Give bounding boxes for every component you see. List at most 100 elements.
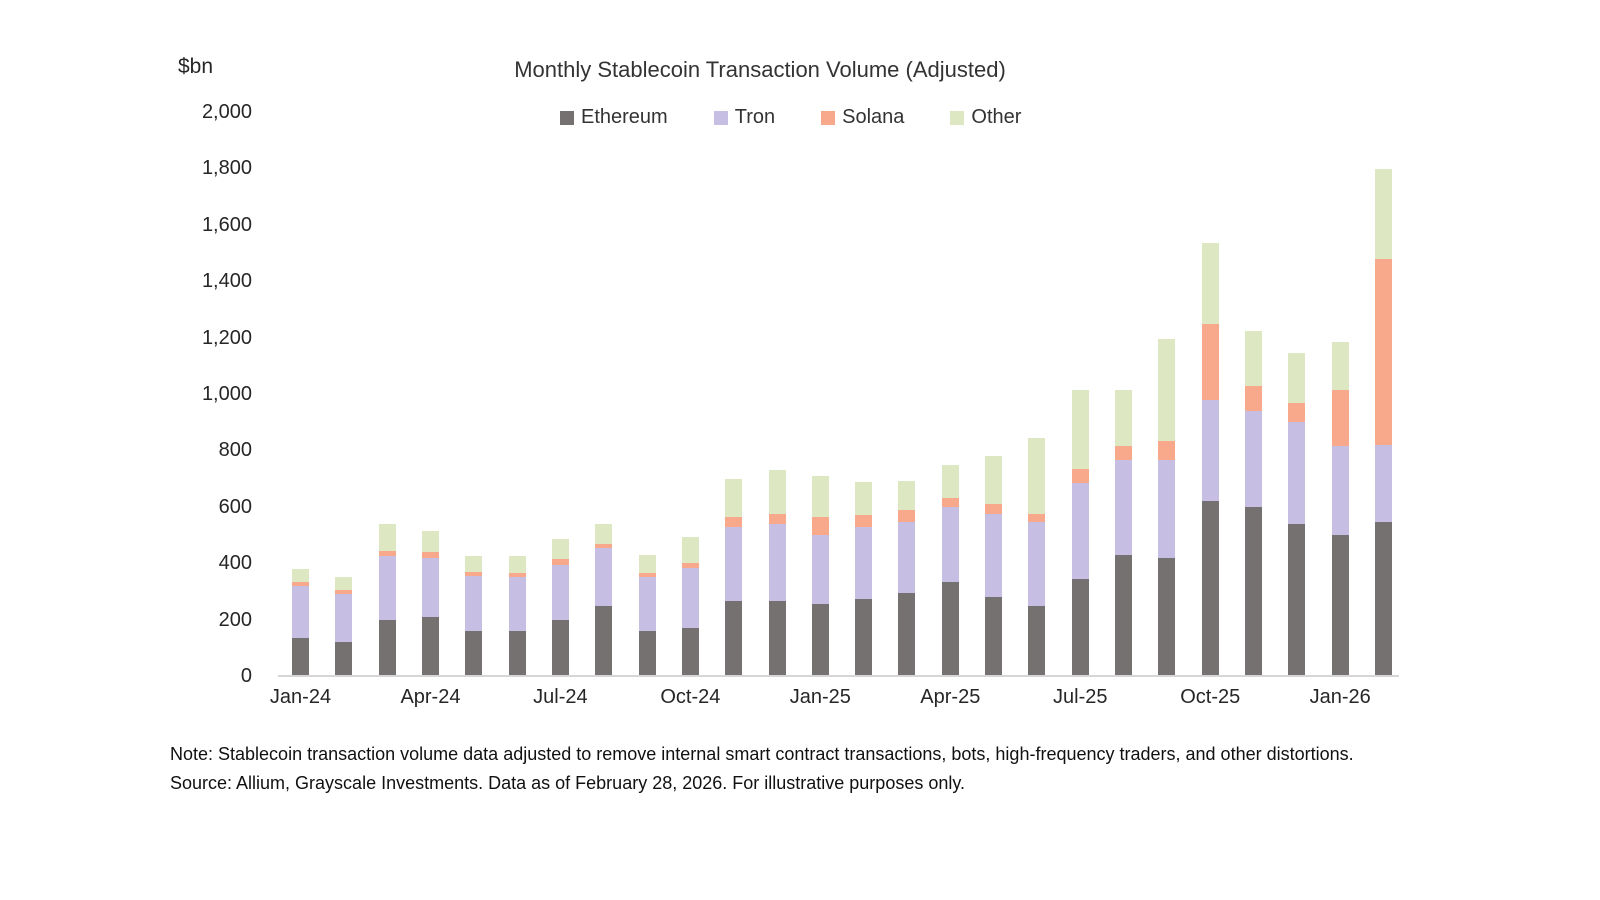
bar-segment-solana [1028,513,1046,523]
bar-segment-other [941,464,959,499]
bar-segment-solana [725,516,743,527]
bar-segment-tron [855,526,873,599]
bar-segment-other [768,470,786,514]
y-tick-label: 1,000 [201,383,252,405]
bar-segment-solana [768,513,786,524]
bar-segment-ethereum [292,637,309,676]
bar-jan-26 [1331,341,1349,676]
bar-segment-ethereum [1201,501,1219,676]
x-tick-label-oct-25: Oct-25 [1180,686,1241,708]
x-tick-label-apr-24: Apr-24 [400,686,461,708]
bar-segment-tron [1375,444,1392,523]
bar-aug-25 [1115,389,1133,676]
chart-title: Monthly Stablecoin Transaction Volume (A… [514,57,1006,82]
bar-segment-tron [551,564,569,620]
bar-segment-ethereum [1158,557,1176,676]
bar-segment-solana [985,503,1003,514]
y-tick-label: 600 [218,495,252,518]
bar-apr-25 [941,464,959,676]
bar-segment-other [811,475,829,517]
bar-may-24 [465,556,483,676]
bar-segment-ethereum [1375,522,1392,676]
bar-segment-other [1331,341,1349,390]
bar-segment-tron [1071,482,1089,579]
legend-label: Solana [842,106,905,128]
bar-segment-ethereum [1028,605,1046,676]
bar-segment-other [1115,389,1133,447]
bar-segment-tron [811,535,829,605]
bar-segment-ethereum [985,597,1003,676]
bar-segment-solana [638,573,656,578]
bar-segment-solana [811,516,829,536]
bar-segment-solana [1201,323,1219,400]
bar-segment-other [292,568,309,582]
y-tick-label: 0 [240,665,252,687]
bar-segment-solana [292,581,309,586]
bar-segment-ethereum [508,630,526,676]
y-tick-label: 1,600 [201,213,252,236]
legend-item-tron: Tron [713,106,775,129]
bar-segment-other [508,556,526,574]
legend-item-solana: Solana [821,106,904,129]
bar-segment-other [421,530,439,553]
legend-label: Other [971,106,1022,128]
bar-segment-solana [465,571,483,576]
bar-segment-ethereum [681,628,699,676]
bar-segment-solana [1245,385,1263,411]
bar-segment-solana [855,515,873,527]
y-tick-label: 1,200 [201,326,252,349]
bar-segment-ethereum [1115,554,1133,676]
bar-segment-tron [1115,460,1133,555]
bar-segment-ethereum [941,581,959,676]
bar-segment-solana [378,550,396,557]
bar-segment-solana [1071,468,1089,483]
bar-segment-other [725,478,743,517]
bar-segment-tron [1158,460,1176,558]
bar-segment-solana [1331,389,1349,447]
y-tick-label: 1,800 [201,157,252,180]
bar-oct-25 [1201,243,1219,676]
bar-apr-24 [421,530,439,676]
y-tick-label: 800 [218,439,252,462]
bar-segment-ethereum [378,619,396,676]
bar-segment-other [551,539,569,560]
legend-swatch-ethereum [560,110,574,125]
bar-dec-25 [1288,353,1306,676]
bar-nov-25 [1245,330,1263,676]
bar-segment-ethereum [595,605,613,676]
bar-segment-other [335,577,353,591]
bar-segment-other [465,556,483,572]
x-tick-label-jan-25: Jan-25 [789,686,851,708]
bar-segment-tron [1028,522,1046,606]
bar-segment-tron [1331,446,1349,535]
bar-jan-24 [292,568,309,676]
bar-segment-tron [681,567,699,629]
bar-dec-24 [768,470,786,676]
bar-aug-24 [595,523,613,676]
bar-segment-tron [638,577,656,631]
bar-segment-tron [335,594,353,643]
bar-segment-ethereum [768,601,786,676]
bar-segment-tron [985,513,1003,597]
y-axis-unit-label: $bn [178,55,214,78]
bar-may-25 [985,456,1003,676]
bar-segment-ethereum [1071,578,1089,676]
bar-segment-ethereum [1245,506,1263,676]
bar-sep-25 [1158,339,1176,676]
bar-mar-24 [378,523,396,676]
bar-segment-solana [941,498,959,507]
bar-segment-solana [595,543,613,548]
bar-segment-other [1201,243,1219,324]
bar-segment-tron [941,506,959,582]
bar-segment-tron [1288,422,1306,524]
bar-segment-solana [898,509,916,523]
bar-segment-solana [1158,440,1176,461]
bar-feb-24 [335,577,353,676]
bar-jul-25 [1071,389,1089,676]
bar-segment-other [1375,168,1392,259]
bar-nov-24 [725,478,743,676]
bar-segment-tron [725,526,743,602]
x-tick-label-jan-24: Jan-24 [269,686,332,708]
x-tick-label-jan-26: Jan-26 [1309,686,1371,708]
bar-segment-other [681,536,699,564]
